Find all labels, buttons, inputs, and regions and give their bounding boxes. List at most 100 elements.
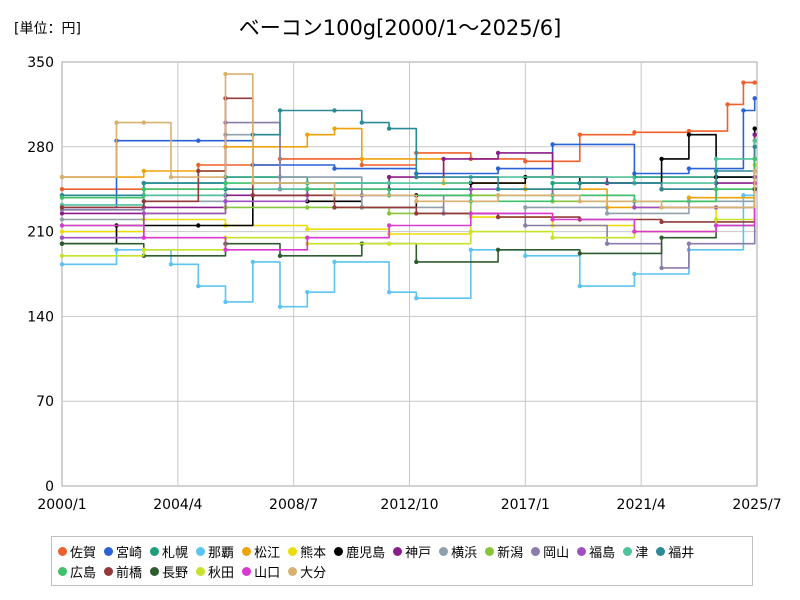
legend-marker xyxy=(58,546,67,556)
legend-item: 長野 xyxy=(150,561,188,581)
data-point xyxy=(604,241,610,246)
legend-label: 岡山 xyxy=(543,545,570,561)
data-point xyxy=(713,217,719,222)
data-point xyxy=(632,130,637,135)
data-point xyxy=(713,156,719,162)
data-point xyxy=(752,80,757,85)
data-point xyxy=(223,199,228,204)
legend-marker xyxy=(485,546,495,556)
data-point xyxy=(577,180,582,186)
series-line xyxy=(62,183,756,251)
x-tick-label: 2004/4 xyxy=(153,497,202,513)
data-point xyxy=(659,235,664,240)
legend-item: 大分 xyxy=(288,561,326,581)
data-point xyxy=(59,235,65,240)
data-point xyxy=(523,223,528,228)
data-point xyxy=(752,132,757,137)
x-tick-label: 2025/7 xyxy=(732,497,781,513)
data-point xyxy=(141,180,146,186)
data-point xyxy=(59,195,65,200)
data-point xyxy=(752,168,757,174)
data-point xyxy=(550,235,555,240)
legend-item: 岡山 xyxy=(531,541,569,561)
data-point xyxy=(196,138,201,143)
data-point xyxy=(495,247,501,252)
data-point xyxy=(604,211,610,216)
data-point xyxy=(577,283,582,289)
data-point xyxy=(59,223,65,228)
data-point xyxy=(686,241,692,246)
data-point xyxy=(386,180,392,186)
legend-label: 大分 xyxy=(300,565,327,581)
data-point xyxy=(523,159,528,164)
legend-item: 広島 xyxy=(58,561,96,581)
data-point xyxy=(550,174,555,180)
legend-item: 神戸 xyxy=(393,541,431,561)
legend-label: 熊本 xyxy=(300,545,327,561)
data-point xyxy=(577,251,582,256)
data-point xyxy=(468,229,473,234)
legend-label: 那覇 xyxy=(208,545,235,561)
data-point xyxy=(414,296,419,301)
data-point xyxy=(686,166,692,171)
data-point xyxy=(686,195,692,200)
series-line xyxy=(62,183,756,308)
data-point xyxy=(168,174,174,180)
y-tick-label: 0 xyxy=(45,479,54,495)
y-tick-labels: 0 70 140 210 280 350 xyxy=(27,55,54,495)
data-point xyxy=(332,193,337,198)
data-point xyxy=(741,80,746,85)
data-point xyxy=(414,259,419,265)
data-point xyxy=(332,126,337,131)
data-point xyxy=(686,132,692,137)
series-福井 xyxy=(59,108,757,198)
legend-item: 福井 xyxy=(656,541,694,561)
data-point xyxy=(523,205,528,210)
legend-label: 前橋 xyxy=(116,565,143,581)
data-point xyxy=(114,247,119,252)
x-tick-label: 2021/4 xyxy=(617,497,666,513)
data-point xyxy=(59,174,65,180)
data-point xyxy=(386,223,392,228)
data-point xyxy=(332,259,337,265)
legend-item: 新潟 xyxy=(485,541,523,561)
data-point xyxy=(495,166,501,171)
legend-label: 長野 xyxy=(162,565,189,581)
data-point xyxy=(659,265,664,271)
data-point xyxy=(141,199,146,204)
data-point xyxy=(332,108,337,113)
data-point xyxy=(752,144,757,149)
data-point xyxy=(277,253,283,258)
data-point xyxy=(414,199,419,204)
legend-marker xyxy=(104,546,114,556)
data-point xyxy=(141,168,146,174)
data-point xyxy=(359,156,364,162)
data-point xyxy=(277,108,283,113)
unit-label: [単位：円] xyxy=(14,21,81,37)
data-point xyxy=(59,229,65,234)
legend-marker xyxy=(242,546,252,556)
legend-marker xyxy=(242,566,252,576)
data-point xyxy=(305,205,310,210)
data-point xyxy=(305,227,310,232)
data-point xyxy=(250,259,255,265)
data-point xyxy=(196,283,201,289)
data-point xyxy=(141,120,146,125)
data-point xyxy=(305,235,310,240)
data-point xyxy=(196,162,201,168)
data-point xyxy=(223,299,228,305)
legend-marker xyxy=(288,566,298,576)
data-point xyxy=(550,142,555,147)
y-tick-label: 280 xyxy=(27,140,54,156)
y-tick-label: 210 xyxy=(27,225,54,241)
legend-marker xyxy=(334,546,344,556)
data-point xyxy=(632,171,637,176)
data-point xyxy=(752,156,757,162)
data-point xyxy=(752,96,757,101)
data-point xyxy=(114,120,119,125)
legend-item: 福島 xyxy=(577,541,615,561)
data-point xyxy=(441,156,446,162)
legend-marker xyxy=(150,546,160,556)
data-point xyxy=(141,211,146,216)
legend-marker xyxy=(439,546,449,556)
